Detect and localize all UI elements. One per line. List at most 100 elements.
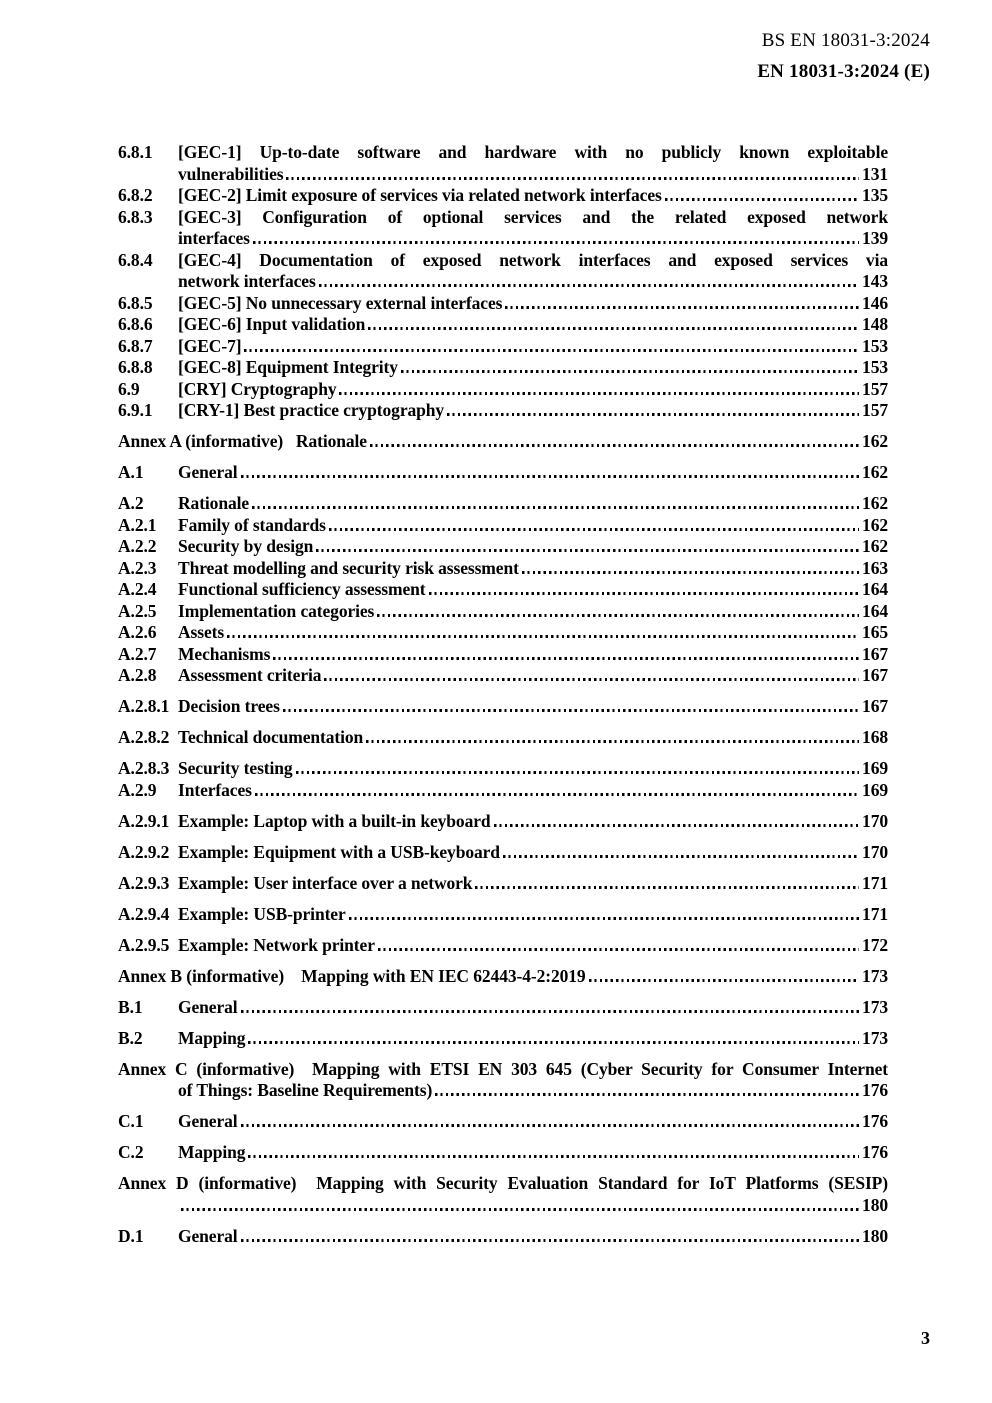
toc-entry-page-number: 173 — [862, 1027, 888, 1048]
toc-entry-lastline: [GEC-5] No unnecessary external interfac… — [178, 293, 888, 315]
toc-entry-number: A.2.9.1 — [118, 810, 170, 831]
toc-entry-line: [GEC-1] Up-to-date software and hardware… — [178, 142, 888, 162]
toc-entry-body: Family of standards 162 — [178, 515, 888, 537]
toc-entry-number: A.2.4 — [118, 579, 157, 599]
toc-entry-body: Interfaces 169 — [178, 780, 888, 802]
toc-entry: 6.8.3 [GEC-3] Configuration of optional … — [118, 207, 888, 250]
toc-entry-number: A.2.8.2 — [118, 727, 170, 747]
dot-leader — [339, 391, 860, 395]
toc-entry-number: A.2.8.1 — [118, 696, 170, 716]
toc-entry-page-number: 170 — [862, 810, 888, 831]
toc-entry-body: [GEC-7] 153 — [178, 336, 888, 358]
toc-entry-title: [CRY] Cryptography — [178, 378, 337, 399]
toc-entry-title: Rationale — [178, 493, 250, 513]
toc-entry-lastline: Security testing 169 — [178, 758, 888, 780]
dot-leader — [240, 1124, 860, 1127]
toc-entry-lastline: Mechanisms 167 — [178, 644, 888, 666]
dot-leader — [273, 656, 860, 660]
toc-entry-body: [GEC-1] Up-to-date software and hardware… — [178, 142, 888, 185]
toc-entry-body: Technical documentation 168 — [178, 727, 888, 749]
dot-leader — [252, 241, 860, 244]
toc-entry-page-number: 176 — [862, 1142, 888, 1162]
toc-entry-title: network interfaces — [178, 271, 316, 291]
toc-entry-page-number: 153 — [862, 357, 888, 377]
dot-leader — [447, 413, 860, 416]
standard-reference-en: EN 18031-3:2024 (E) — [757, 61, 930, 82]
toc-entry-body: Example: User interface over a network 1… — [178, 873, 888, 895]
toc-entry: 6.9 [CRY] Cryptography 157 — [118, 379, 888, 401]
toc-entry-body: Example: Network printer 172 — [178, 935, 888, 957]
toc-entry-title: Functional sufficiency assessment — [178, 579, 426, 599]
toc-entry-number: A.2.6 — [118, 622, 157, 642]
toc-entry-line: [GEC-3] Configuration of optional servic… — [178, 206, 888, 227]
dot-leader — [244, 348, 860, 352]
toc-entry-title: General — [178, 1225, 238, 1246]
toc-entry-lastline: General 162 — [178, 462, 888, 484]
toc-entry-title: Implementation categories — [178, 600, 375, 621]
toc-entry-body: [GEC-3] Configuration of optional servic… — [178, 207, 888, 250]
toc-entry: A.2.4 Functional sufficiency assessment … — [118, 579, 888, 601]
dot-leader — [240, 475, 860, 478]
toc-entry-lastline: General 176 — [178, 1111, 888, 1133]
toc-entry-page-number: 162 — [862, 536, 888, 556]
dot-leader — [502, 854, 860, 858]
toc-entry-body: Mapping 176 — [178, 1142, 888, 1164]
toc-entry-page-number: 180 — [862, 1225, 888, 1246]
toc-entry-lastline: of Things: Baseline Requirements) 176 — [178, 1080, 888, 1102]
toc-entry-body: Example: USB-printer 171 — [178, 904, 888, 926]
toc-entry: A.2.9.3 Example: User interface over a n… — [118, 873, 888, 895]
toc-entry-number: A.2.5 — [118, 600, 157, 621]
dot-leader — [366, 740, 860, 743]
toc-entry-page-number: 168 — [862, 727, 888, 747]
toc-entry-number: 6.8.3 — [118, 206, 153, 227]
toc-entry-number: A.2.1 — [118, 514, 157, 535]
toc-entry-page-number: 162 — [862, 493, 888, 513]
dot-leader — [588, 978, 860, 982]
toc-entry-body: Example: Laptop with a built-in keyboard… — [178, 811, 888, 833]
dot-leader — [240, 1009, 860, 1013]
toc-entry-line: Annex C (informative) Mapping with ETSI … — [118, 1058, 888, 1079]
dot-leader — [240, 1238, 860, 1242]
toc-entry-title: [CRY-1] Best practice cryptography — [178, 400, 445, 420]
dot-leader — [368, 327, 860, 330]
toc-entry-lastline: General 180 — [178, 1226, 888, 1248]
toc-entry-number: 6.8.4 — [118, 249, 153, 270]
toc-entry-title: interfaces — [178, 228, 250, 248]
toc-entry-lastline: Example: User interface over a network 1… — [178, 873, 888, 895]
toc-entry-page-number: 164 — [862, 600, 888, 621]
toc-entry-body: [GEC-2] Limit exposure of services via r… — [178, 185, 888, 207]
toc-entry: A.1 General 162 — [118, 462, 888, 484]
toc-entry-page-number: 164 — [862, 579, 888, 599]
toc-entry-body: Implementation categories 164 — [178, 601, 888, 623]
toc-entry: A.2.6 Assets 165 — [118, 622, 888, 644]
toc-entry: B.2 Mapping 173 — [118, 1028, 888, 1050]
toc-entry-number: A.2.3 — [118, 557, 157, 578]
dot-leader — [282, 709, 860, 712]
toc-entry-page-number: 148 — [862, 314, 888, 334]
toc-entry-body: [CRY] Cryptography 157 — [178, 379, 888, 401]
toc-entry-number: 6.9 — [118, 378, 140, 399]
toc-entry-lastline: Rationale 162 — [178, 493, 888, 515]
toc-entry: A.2.9 Interfaces 169 — [118, 780, 888, 802]
toc-entry: A.2.8.2 Technical documentation 168 — [118, 727, 888, 749]
toc-entry-body: [GEC-4] Documentation of exposed network… — [178, 250, 888, 293]
toc-entry-page-number: 176 — [862, 1080, 888, 1100]
toc-entry-lastline: [CRY-1] Best practice cryptography 157 — [178, 400, 888, 422]
toc-entry-lastline: Example: Equipment with a USB-keyboard 1… — [178, 842, 888, 864]
toc-entry-title: Example: Laptop with a built-in keyboard — [178, 810, 491, 831]
toc-entry-lastline: Mapping 173 — [178, 1028, 888, 1050]
toc-list: 6.8.1 [GEC-1] Up-to-date software and ha… — [118, 142, 888, 1247]
toc-entry: C.2 Mapping 176 — [118, 1142, 888, 1164]
toc-entry: A.2.1 Family of standards 162 — [118, 515, 888, 537]
toc-entry-title: Annex B (informative) Mapping with EN IE… — [118, 965, 586, 986]
toc-entry-number: D.1 — [118, 1225, 144, 1246]
toc-entry-number: A.2.2 — [118, 536, 157, 556]
toc-entry-number: A.2.9.4 — [118, 903, 170, 924]
toc-entry-body: Assessment criteria 167 — [178, 665, 888, 687]
toc-entry-lastline: [GEC-7] 153 — [178, 336, 888, 358]
dot-leader — [248, 1040, 860, 1044]
toc-entry-body: General 176 — [178, 1111, 888, 1133]
toc-entry-title: Decision trees — [178, 696, 280, 716]
dot-leader — [316, 549, 860, 552]
toc-entry: Annex D (informative) Mapping with Secur… — [118, 1173, 888, 1216]
